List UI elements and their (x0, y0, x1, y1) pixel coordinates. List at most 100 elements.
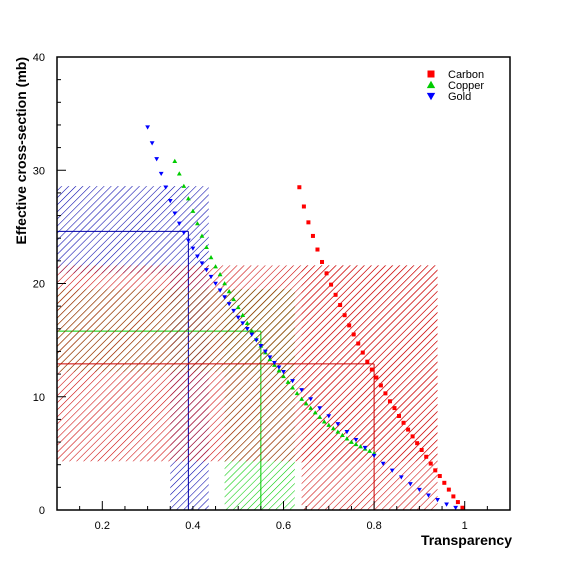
copper-point (358, 444, 363, 449)
gold-point (362, 445, 368, 451)
gold-point (353, 437, 359, 443)
copper-point (353, 441, 359, 447)
gold-point (335, 422, 341, 427)
gold-point (290, 379, 295, 384)
copper-point (176, 171, 182, 176)
copper-point (312, 410, 318, 415)
gold-legend-label: Gold (448, 91, 471, 103)
carbon-point (315, 247, 320, 252)
copper-point (226, 289, 232, 294)
carbon-point (433, 468, 438, 473)
y-tick-label: 0 (39, 505, 45, 517)
carbon-point (455, 500, 460, 505)
gold-point (176, 221, 182, 226)
copper-point (181, 183, 187, 188)
copper-point (204, 244, 209, 250)
carbon-point (392, 406, 397, 411)
gold-point (444, 502, 449, 507)
copper-point (299, 396, 305, 401)
gold-point (435, 498, 440, 503)
carbon-series (297, 185, 465, 510)
gold-point (145, 125, 150, 130)
copper-point (308, 405, 314, 410)
gold-point (199, 261, 205, 266)
copper-point (330, 426, 336, 431)
gold-point (407, 482, 413, 487)
carbon-point (374, 375, 379, 380)
gold-point (249, 332, 255, 337)
gold-point (181, 230, 187, 235)
gold-point (213, 281, 218, 286)
copper-point (281, 373, 286, 379)
gold-point (231, 308, 237, 314)
copper-point (285, 379, 291, 384)
gold-point (453, 505, 459, 511)
copper-point (235, 304, 241, 310)
gold-point (398, 475, 404, 480)
gold-point (258, 343, 264, 349)
carbon-point (347, 323, 352, 328)
gold-point (190, 246, 196, 251)
copper-point (290, 385, 295, 390)
carbon-point (419, 447, 424, 452)
carbon-point (424, 454, 429, 459)
carbon-point (446, 487, 451, 492)
copper-point (217, 272, 223, 277)
copper-point (190, 208, 196, 213)
gold-point (426, 493, 431, 498)
gold-point (326, 414, 332, 419)
carbon-legend-label: Carbon (448, 69, 484, 81)
carbon-point (397, 414, 402, 419)
carbon-point (297, 185, 302, 190)
data-series (145, 125, 465, 511)
copper-point (244, 320, 250, 325)
gold-point (253, 338, 259, 343)
gold-point (317, 406, 323, 411)
gold-point (167, 199, 173, 204)
copper-legend-marker (426, 80, 436, 89)
copper-point (367, 448, 372, 453)
gold-point (222, 295, 228, 300)
copper-legend-label: Copper (448, 80, 484, 92)
gold-point (149, 141, 155, 146)
gold-point (272, 360, 277, 366)
copper-point (294, 390, 300, 396)
carbon-point (333, 292, 338, 297)
carbon-point (451, 494, 456, 499)
gold-point (344, 430, 350, 435)
copper-point (317, 414, 323, 419)
copper-point (276, 368, 282, 373)
carbon-point (338, 303, 343, 308)
gold-point (276, 365, 282, 370)
carbon-point (320, 259, 325, 264)
gold-point (235, 315, 241, 320)
x-tick-label: 0.2 (95, 520, 110, 532)
copper-point (222, 281, 228, 286)
copper-point (199, 233, 205, 238)
copper-point (172, 158, 178, 163)
gold-point (163, 185, 169, 190)
x-tick-label: 0.8 (366, 520, 381, 532)
gold-point (389, 468, 395, 473)
carbon-point (442, 480, 447, 485)
copper-point (240, 312, 246, 318)
gold-point (267, 355, 273, 360)
x-tick-label: 0.4 (185, 520, 200, 532)
copper-point (213, 264, 218, 269)
gold-point (217, 288, 223, 293)
gold-point (240, 321, 246, 326)
copper-point (326, 422, 332, 427)
copper-point (185, 196, 191, 201)
carbon-point (365, 359, 370, 364)
carbon-point (351, 332, 356, 337)
gold-series (145, 125, 459, 511)
carbon-point (310, 233, 315, 238)
gold-point (158, 171, 164, 177)
gold-band-horizontal (57, 186, 209, 274)
x-tick-label: 1 (462, 520, 468, 532)
gold-point (417, 487, 422, 493)
gold-point (208, 274, 214, 280)
y-tick-label: 30 (33, 165, 45, 177)
copper-point (349, 439, 354, 444)
